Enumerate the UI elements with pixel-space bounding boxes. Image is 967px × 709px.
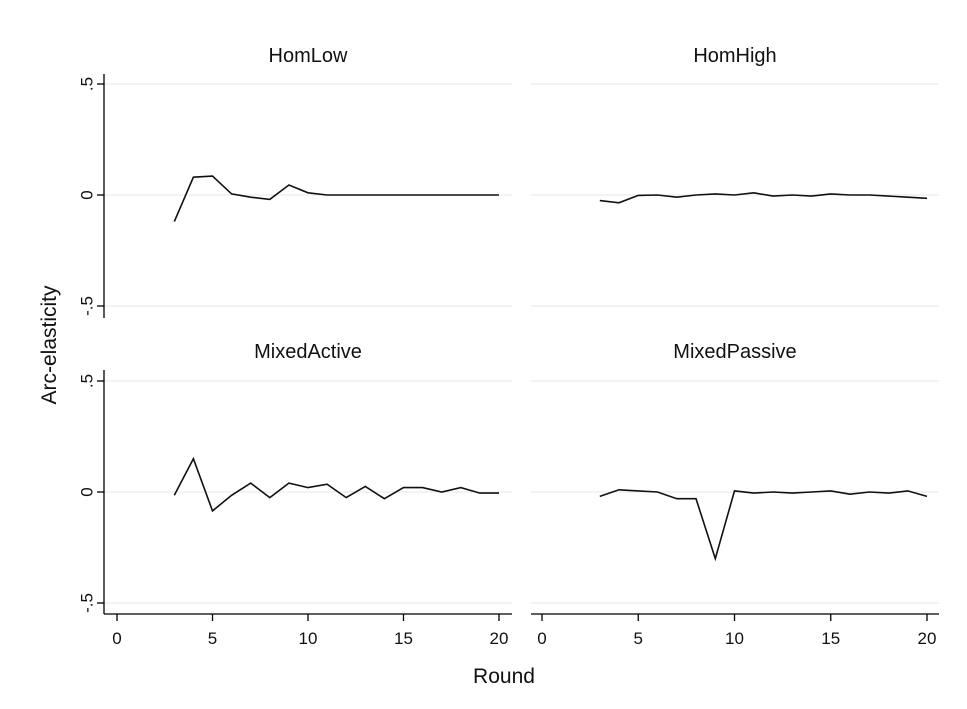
panel-title: MixedPassive [673, 341, 796, 363]
panel-mixedpassive: 0 5 10 15 20 MixedPassive [531, 341, 939, 648]
panel-mixedactive: .5 0 -.5 0 5 10 15 20 MixedActive [77, 341, 512, 648]
y-tick-label: -.5 [77, 296, 96, 316]
x-tick-label: 0 [537, 629, 546, 648]
x-tick-label: 5 [634, 629, 643, 648]
x-tick-label: 15 [394, 629, 413, 648]
x-tick-label: 10 [299, 629, 318, 648]
y-tick-label: -.5 [77, 593, 96, 613]
panel-title: HomLow [269, 45, 348, 67]
y-tick-label: .5 [77, 374, 96, 388]
y-tick-label: .5 [77, 77, 96, 91]
x-axis-title: Round [473, 665, 535, 688]
panel-homhigh: HomHigh [531, 45, 939, 307]
series-line [599, 191, 928, 204]
x-tick-label: 15 [821, 629, 840, 648]
panel-title: MixedActive [254, 341, 362, 363]
y-tick-label: 0 [77, 487, 96, 496]
series-line [173, 456, 499, 513]
y-axis-title: Arc-elasticity [38, 285, 61, 405]
x-tick-label: 5 [208, 629, 217, 648]
x-tick-label: 20 [490, 629, 509, 648]
x-tick-label: 20 [918, 629, 937, 648]
series-line [599, 488, 928, 562]
x-tick-label: 10 [725, 629, 744, 648]
y-tick-label: 0 [77, 190, 96, 199]
x-tick-label: 0 [112, 629, 121, 648]
panel-homlow: .5 0 -.5 HomLow [77, 45, 512, 318]
series-line [173, 175, 499, 222]
panel-title: HomHigh [693, 45, 776, 67]
